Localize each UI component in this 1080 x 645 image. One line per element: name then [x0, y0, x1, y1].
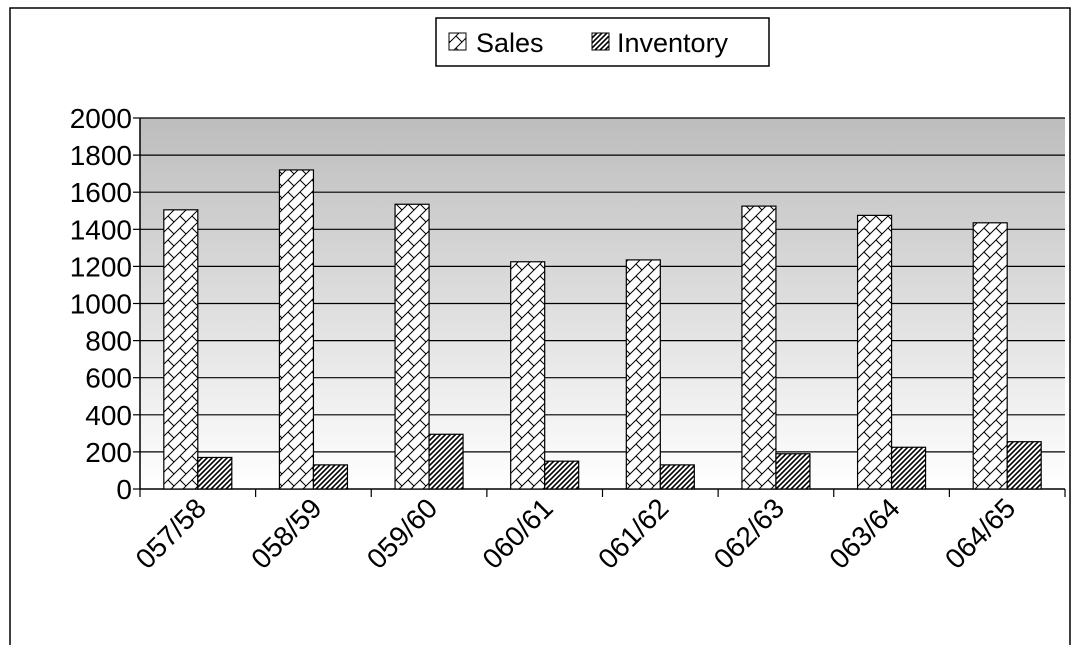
bar-sales	[741, 205, 777, 490]
y-tick-label: 200	[85, 437, 132, 468]
x-tick-label: 059/60	[361, 492, 443, 574]
x-tick-label: 058/59	[245, 492, 327, 574]
y-tick-label: 1000	[70, 289, 132, 320]
bar-sales	[972, 222, 1008, 490]
bar-inventory	[775, 453, 811, 490]
x-tick-label: 063/64	[823, 492, 905, 574]
y-tick-label: 1200	[70, 251, 132, 282]
y-tick-label: 1600	[70, 177, 132, 208]
legend-item-inventory: Inventory	[591, 28, 729, 58]
bar-inventory	[1006, 441, 1042, 490]
chart-border	[9, 7, 1071, 645]
legend-label-sales: Sales	[476, 28, 544, 58]
y-tick-label: 0	[116, 474, 132, 505]
bars	[163, 169, 1042, 490]
legend-swatch-inventory	[591, 32, 610, 51]
legend-label-inventory: Inventory	[617, 28, 729, 58]
legend: Sales Inventory	[435, 17, 770, 67]
bar-sales	[394, 203, 430, 490]
y-tick-label: 800	[85, 326, 132, 357]
bar-inventory	[544, 460, 580, 490]
y-tick-label: 1800	[70, 140, 132, 171]
bar-sales	[625, 259, 661, 490]
legend-item-sales: Sales	[448, 28, 544, 58]
bar-inventory	[890, 446, 927, 490]
x-tick-label: 062/63	[708, 492, 790, 574]
y-tick-label: 600	[85, 363, 132, 394]
bar-sales	[278, 169, 315, 490]
y-axis: 0 200 400 600 800 1000 1200 1400 1600 1800 2000	[70, 103, 141, 505]
bar-sales	[163, 209, 199, 490]
x-tick-label: 064/65	[939, 492, 1021, 574]
bar-inventory	[659, 464, 695, 490]
bar-inventory	[197, 456, 233, 490]
x-tick-label: 061/62	[592, 492, 674, 574]
y-tick-label: 2000	[70, 103, 132, 134]
y-tick-label: 400	[85, 400, 132, 431]
bar-inventory	[428, 433, 464, 490]
legend-swatch-sales	[448, 32, 467, 51]
y-tick-label: 1400	[70, 214, 132, 245]
bar-inventory	[312, 464, 349, 490]
x-tick-label: 060/61	[476, 492, 558, 574]
bar-sales	[510, 261, 546, 490]
x-axis: 057/58 058/59 059/60 060/61 061/62 062/63 063/…	[130, 488, 1066, 575]
x-tick-label: 057/58	[130, 492, 212, 574]
bar-sales	[856, 214, 893, 490]
